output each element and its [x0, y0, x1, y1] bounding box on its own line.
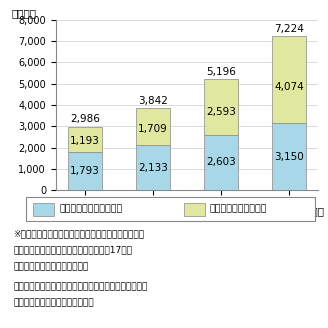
Bar	[136, 108, 170, 145]
Text: 構成項目をそ及して追加したため、平成17年版: 構成項目をそ及して追加したため、平成17年版	[13, 246, 132, 255]
Text: 4,074: 4,074	[274, 82, 304, 92]
Bar	[68, 127, 102, 152]
Text: 1,793: 1,793	[70, 166, 100, 176]
Text: 2,593: 2,593	[206, 107, 236, 116]
Bar	[272, 123, 306, 190]
Bar	[272, 36, 306, 123]
Text: 5,196: 5,196	[206, 67, 236, 77]
Text: 3,842: 3,842	[138, 96, 168, 106]
Text: 総務省「モバイルコンテンツ産業構造実態に関する: 総務省「モバイルコンテンツ産業構造実態に関する	[13, 282, 148, 291]
Text: （億円）: （億円）	[11, 8, 36, 18]
Text: 3,150: 3,150	[274, 152, 304, 162]
Text: 2,986: 2,986	[70, 114, 100, 124]
Text: 1,709: 1,709	[138, 124, 168, 134]
Text: 2,603: 2,603	[206, 157, 236, 168]
Bar	[136, 145, 170, 190]
Text: モバイルコンテンツ市場: モバイルコンテンツ市場	[59, 205, 122, 214]
Text: 情報通信白書とは数値が異なる: 情報通信白書とは数値が異なる	[13, 262, 88, 271]
Bar	[204, 79, 238, 135]
Text: 調査研究報告書」により作成: 調査研究報告書」により作成	[13, 298, 94, 307]
Bar	[204, 135, 238, 190]
Text: モバイルコマース市場: モバイルコマース市場	[210, 205, 267, 214]
Text: 2005（年）: 2005（年）	[279, 206, 324, 216]
Bar	[68, 152, 102, 190]
Text: 2,133: 2,133	[138, 162, 168, 173]
Text: 1,193: 1,193	[70, 136, 100, 146]
Text: ※　モバイルコマース市場については、推計における: ※ モバイルコマース市場については、推計における	[13, 230, 144, 238]
Text: 7,224: 7,224	[274, 24, 304, 34]
